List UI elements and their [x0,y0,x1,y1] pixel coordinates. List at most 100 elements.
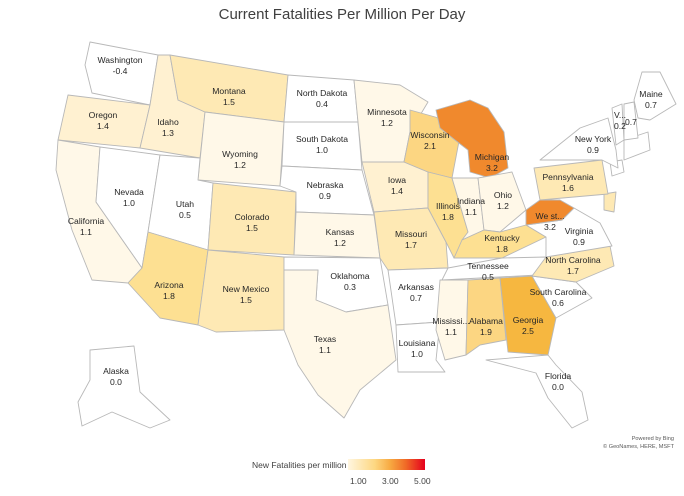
legend-color-scale [348,459,425,470]
state-value-ga: 2.5 [522,326,534,336]
state-name-ak: Alaska [103,366,129,376]
state-name-la: Louisiana [399,338,436,348]
state-name-sd: South Dakota [296,134,348,144]
state-name-ne: Nebraska [307,180,344,190]
state-name-wa: Washington [97,55,142,65]
state-value-nh: 0.7 [625,117,637,127]
state-region-nh [623,101,639,141]
state-value-wa: -0.4 [113,66,128,76]
state-value-la: 1.0 [411,349,423,359]
state-region-wa [84,41,159,106]
state-name-oh: Ohio [494,190,512,200]
state-value-ks: 1.2 [334,238,346,248]
state-value-sd: 1.0 [316,145,328,155]
state-value-mo: 1.7 [405,240,417,250]
state-name-ky: Kentucky [484,233,520,243]
state-value-al: 1.9 [480,327,492,337]
state-value-nd: 0.4 [316,99,328,109]
state-name-wy: Wyoming [222,149,258,159]
state-value-nc: 1.7 [567,266,579,276]
state-name-co: Colorado [235,212,270,222]
state-name-nv: Nevada [114,187,144,197]
state-region-nm [197,249,285,333]
state-value-id: 1.3 [162,128,174,138]
state-name-al: Alabama [469,316,503,326]
state-name-sc: South Carolina [530,287,587,297]
state-value-wv: 3.2 [544,222,556,232]
state-region-oh [477,171,527,233]
state-name-az: Arizona [154,280,183,290]
state-name-in: Indiana [457,196,485,206]
state-region-ak [77,345,171,429]
state-region-me [633,71,677,121]
state-value-nm: 1.5 [240,295,252,305]
state-name-pa: Pennsylvania [542,172,593,182]
state-value-ut: 0.5 [179,210,191,220]
state-value-or: 1.4 [97,121,109,131]
state-value-ny: 0.9 [587,145,599,155]
state-name-mt: Montana [212,86,246,96]
state-name-ks: Kansas [326,227,355,237]
state-region-fl [485,354,589,429]
state-value-ms: 1.1 [445,327,457,337]
state-name-ar: Arkansas [398,282,434,292]
state-region-la [395,321,446,373]
state-name-mo: Missouri [395,229,427,239]
state-value-nv: 1.0 [123,198,135,208]
state-name-me: Maine [639,89,663,99]
legend-tick-min: 1.00 [350,476,367,486]
state-name-fl: Florida [545,371,571,381]
state-value-me: 0.7 [645,100,657,110]
state-value-vt: 0.2 [614,121,626,131]
legend-tick-max: 5.00 [414,476,431,486]
state-value-mt: 1.5 [223,97,235,107]
state-value-il: 1.8 [442,212,454,222]
state-value-ca: 1.1 [80,227,92,237]
state-name-ok: Oklahoma [330,271,369,281]
state-name-ny: New York [575,134,612,144]
state-value-az: 1.8 [163,291,175,301]
state-value-ok: 0.3 [344,282,356,292]
legend-title: New Fatalities per million [252,460,347,470]
state-value-va: 0.9 [573,237,585,247]
state-region-northeast-small [603,191,617,213]
state-region-tx [283,269,397,419]
state-name-tx: Texas [314,334,336,344]
state-name-ia: Iowa [388,175,406,185]
credit-attribution: © GeoNames, HERE, MSFT [603,444,674,450]
state-value-pa: 1.6 [562,183,574,193]
state-name-wi: Wisconsin [410,130,449,140]
legend-tick-mid: 3.00 [382,476,399,486]
state-value-wy: 1.2 [234,160,246,170]
state-name-mi: Michigan [475,152,510,162]
state-region-ky [453,224,547,259]
state-value-ne: 0.9 [319,191,331,201]
state-name-vt: V... [614,110,626,120]
state-region-ny [539,117,619,169]
state-name-nc: North Carolina [545,255,601,265]
state-value-oh: 1.2 [497,201,509,211]
state-value-tn: 0.5 [482,272,494,282]
state-value-ak: 0.0 [110,377,122,387]
state-name-il: Illinois [436,201,460,211]
state-name-ca: California [68,216,105,226]
state-name-wv: We st... [536,211,565,221]
state-region-pa [533,159,609,201]
state-value-ia: 1.4 [391,186,403,196]
state-region-ga [499,275,557,356]
state-value-mn: 1.2 [381,118,393,128]
state-name-mn: Minnesota [367,107,407,117]
state-name-or: Oregon [89,110,118,120]
state-name-id: Idaho [157,117,179,127]
state-name-ms: Mississi... [432,316,469,326]
state-value-mi: 3.2 [486,163,498,173]
state-name-ut: Utah [176,199,194,209]
credit-powered-by: Powered by Bing [631,436,674,442]
map-title: Current Fatalities Per Million Per Day [218,6,466,23]
state-name-va: Virginia [565,226,594,236]
state-name-ga: Georgia [513,315,544,325]
state-value-in: 1.1 [465,207,477,217]
state-value-co: 1.5 [246,223,258,233]
state-value-sc: 0.6 [552,298,564,308]
